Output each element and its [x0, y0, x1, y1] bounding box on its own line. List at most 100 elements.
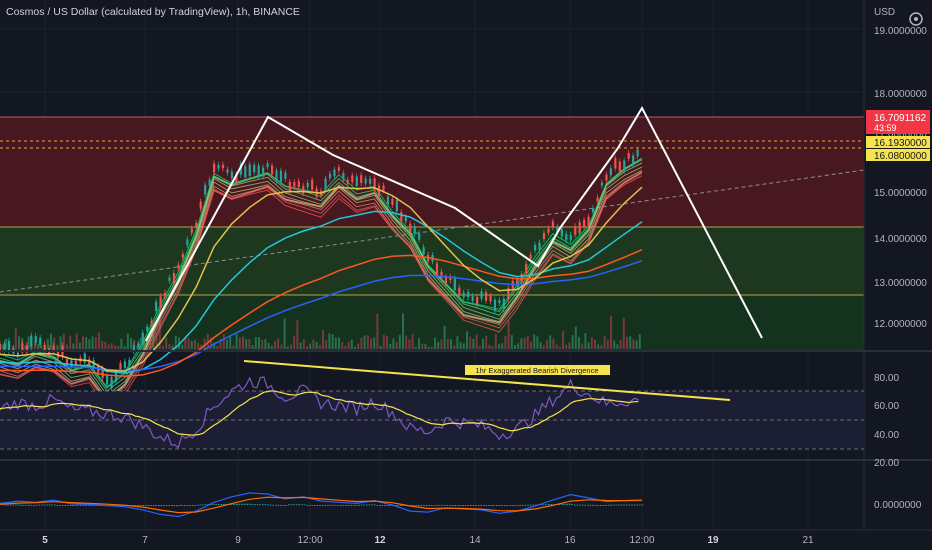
- volume-bar: [565, 344, 568, 349]
- volume-bar: [190, 340, 193, 349]
- macd-bar: [186, 505, 189, 506]
- volume-bar: [408, 339, 411, 349]
- macd-bar: [20, 504, 22, 506]
- macd-bar: [420, 505, 423, 506]
- volume-bar: [46, 339, 49, 349]
- macd-bar: [493, 505, 495, 506]
- time-tick-12: 12: [374, 535, 386, 546]
- macd-bar: [431, 505, 433, 506]
- macd-bar: [46, 504, 48, 506]
- macd-bar: [176, 505, 178, 507]
- volume-bar: [216, 346, 219, 349]
- macd-bar: [147, 505, 150, 506]
- macd-bar: [319, 505, 321, 506]
- price-tick-17: 17.0000000: [874, 129, 927, 140]
- macd-bar: [553, 503, 555, 505]
- macd-bar: [550, 504, 553, 506]
- settings-icon[interactable]: [909, 12, 923, 26]
- macd-bar: [477, 505, 480, 506]
- volume-bar: [245, 338, 248, 349]
- volume-bar: [517, 343, 520, 349]
- macd-bar: [56, 505, 59, 506]
- macd-bar: [514, 505, 516, 506]
- volume-bar: [587, 342, 590, 349]
- macd-bar: [48, 504, 51, 506]
- macd-bar: [579, 504, 581, 506]
- macd-bar: [581, 504, 584, 506]
- volume-bar: [133, 339, 136, 349]
- macd-bar: [501, 505, 503, 506]
- volume-bar: [37, 343, 40, 349]
- macd-bar: [256, 504, 259, 506]
- divergence-label-box: [465, 365, 610, 375]
- macd-bar: [204, 504, 207, 506]
- macd-bar: [459, 505, 462, 506]
- rsi-tick-40: 40.00: [874, 430, 899, 441]
- macd-bar: [85, 505, 87, 506]
- macd-bar: [345, 504, 347, 506]
- volume-bar: [373, 337, 376, 349]
- macd-bar: [150, 505, 152, 507]
- volume-bar: [405, 335, 408, 349]
- volume-bar: [616, 344, 619, 349]
- time-tick-9: 9: [235, 535, 241, 546]
- volume-bar: [350, 339, 353, 349]
- volume-bar: [427, 346, 430, 349]
- volume-bar: [498, 344, 500, 349]
- volume-bar: [312, 339, 315, 349]
- macd-bar: [483, 505, 485, 506]
- macd-bar: [511, 505, 514, 506]
- macd-bar: [347, 504, 350, 506]
- volume-bar: [558, 346, 561, 349]
- macd-bar: [371, 504, 373, 506]
- macd-bar: [480, 505, 482, 506]
- macd-bar: [22, 504, 25, 506]
- macd-bar: [28, 504, 30, 506]
- macd-bar: [25, 504, 27, 506]
- volume-bar: [11, 345, 14, 349]
- level-value-16193: 16.1930000: [874, 138, 927, 149]
- volume-bar: [242, 336, 244, 349]
- macd-bar: [168, 505, 170, 507]
- volume-bar: [514, 344, 516, 349]
- macd-bar: [220, 504, 222, 506]
- macd-bar: [212, 503, 215, 505]
- time-tick-5: 5: [42, 535, 48, 546]
- volume-bar: [264, 339, 267, 349]
- price-tick-15: 15.0000000: [874, 188, 927, 199]
- volume-bar: [610, 316, 612, 349]
- volume-bar: [338, 337, 340, 349]
- volume-bar: [379, 346, 382, 349]
- volume-bar: [69, 335, 72, 349]
- macd-bar: [368, 504, 371, 506]
- macd-bar: [438, 504, 441, 506]
- current-price-value: 16.7091162: [874, 113, 927, 124]
- divergence-label: 1hr Exaggerated Bearish Divergence: [476, 366, 599, 375]
- volume-bar: [286, 346, 289, 349]
- macd-bar: [298, 504, 300, 506]
- volume-bar: [450, 339, 452, 349]
- macd-bar: [288, 504, 290, 506]
- macd-bar: [386, 505, 389, 506]
- macd-bar: [72, 505, 74, 506]
- macd-bar: [137, 505, 139, 506]
- volume-bar: [472, 338, 475, 349]
- macd-bar: [506, 505, 508, 506]
- macd-bar: [449, 505, 451, 506]
- volume-bar: [210, 337, 212, 349]
- rsi-tick-20: 20.00: [874, 458, 899, 469]
- macd-bar: [602, 505, 605, 506]
- ema-teal-line: [0, 210, 643, 374]
- macd-bar: [236, 503, 238, 505]
- macd-bar: [574, 504, 576, 506]
- macd-bar: [509, 505, 511, 506]
- volume-bar: [162, 346, 164, 349]
- volume-bar: [539, 341, 542, 349]
- volume-bar: [421, 343, 424, 349]
- macd-bar: [311, 504, 313, 506]
- time-tick-1200-a: 12:00: [297, 535, 322, 546]
- volume-bar: [274, 341, 276, 349]
- volume-bar: [184, 337, 187, 349]
- volume-bar: [117, 346, 120, 349]
